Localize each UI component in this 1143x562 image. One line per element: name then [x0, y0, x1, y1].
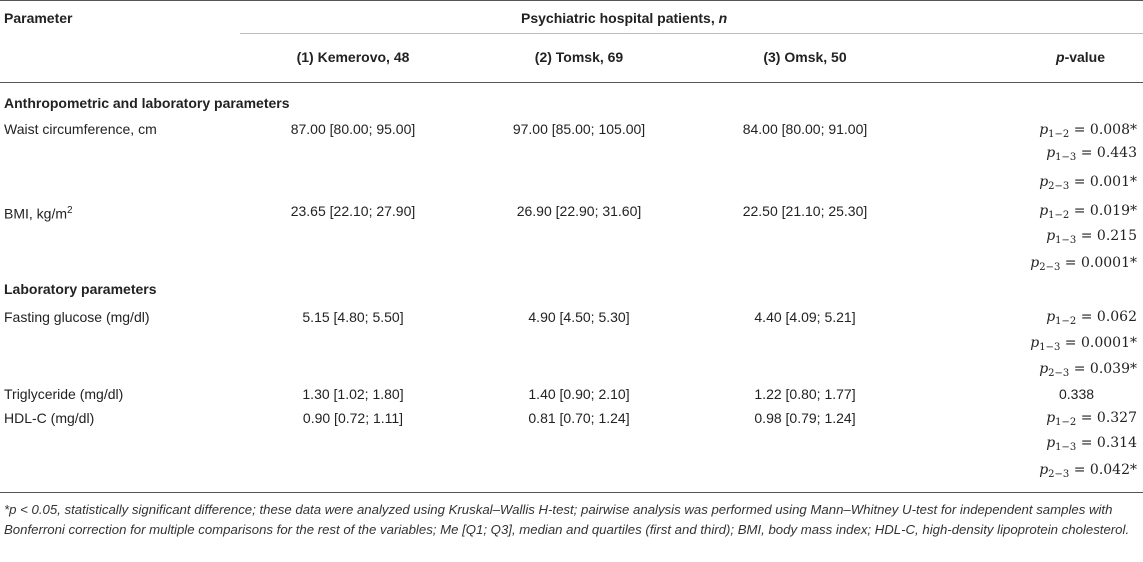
cell-waist-omsk: 84.00 [80.00; 91.00]: [742, 121, 868, 137]
header-col-tomsk: (2) Tomsk, 69: [534, 49, 624, 65]
cell-tg-kemerovo: 1.30 [1.02; 1.80]: [302, 386, 404, 402]
header-bottom-rule: [0, 82, 1143, 83]
pvalue-hdl-1-2: p1−2 = 0.327: [1046, 410, 1137, 428]
cell-glucose-tomsk: 4.90 [4.50; 5.30]: [528, 309, 630, 325]
row-label-bmi: BMI, kg/m2: [4, 205, 73, 222]
section-laboratory: Laboratory parameters: [4, 281, 157, 297]
pvalue-triglyceride: 0.338: [1059, 386, 1095, 402]
cell-bmi-omsk: 22.50 [21.10; 25.30]: [742, 203, 868, 219]
cell-tg-omsk: 1.22 [0.80; 1.77]: [754, 386, 856, 402]
pvalue-waist-1-2: p1−2 = 0.008*: [1039, 122, 1137, 140]
pvalue-waist-2-3: p2−3 = 0.001*: [1039, 174, 1137, 192]
pvalue-waist-1-3: p1−3 = 0.443: [1046, 145, 1137, 163]
section-anthropometric: Anthropometric and laboratory parameters: [4, 95, 290, 111]
cell-hdl-tomsk: 0.81 [0.70; 1.24]: [528, 410, 630, 426]
row-label-triglyceride: Triglyceride (mg/dl): [4, 386, 124, 402]
cell-tg-tomsk: 1.40 [0.90; 2.10]: [528, 386, 630, 402]
cell-hdl-omsk: 0.98 [0.79; 1.24]: [754, 410, 856, 426]
table-footnote: *p < 0.05, statistically significant dif…: [4, 502, 1130, 537]
pvalue-bmi-1-3: p1−3 = 0.215: [1046, 228, 1137, 246]
table-bottom-rule: [0, 492, 1143, 493]
table-top-rule: [0, 0, 1143, 1]
pvalue-bmi-1-2: p1−2 = 0.019*: [1039, 203, 1137, 221]
cell-waist-tomsk: 97.00 [85.00; 105.00]: [512, 121, 646, 137]
cell-waist-kemerovo: 87.00 [80.00; 95.00]: [290, 121, 416, 137]
pvalue-glucose-2-3: p2−3 = 0.039*: [1039, 361, 1137, 379]
header-col-pvalue: p-value: [1056, 49, 1106, 65]
cell-bmi-kemerovo: 23.65 [22.10; 27.90]: [290, 203, 416, 219]
cell-glucose-kemerovo: 5.15 [4.80; 5.50]: [302, 309, 404, 325]
header-col-kemerovo: (1) Kemerovo, 48: [296, 49, 410, 65]
cell-bmi-tomsk: 26.90 [22.90; 31.60]: [516, 203, 642, 219]
header-col-omsk: (3) Omsk, 50: [763, 49, 847, 65]
cell-glucose-omsk: 4.40 [4.09; 5.21]: [754, 309, 856, 325]
header-parameter: Parameter: [4, 10, 73, 26]
row-label-hdl: HDL-C (mg/dl): [4, 410, 95, 426]
row-label-glucose: Fasting glucose (mg/dl): [4, 309, 150, 325]
pvalue-hdl-2-3: p2−3 = 0.042*: [1039, 462, 1137, 480]
pvalue-bmi-2-3: p2−3 = 0.0001*: [1030, 255, 1137, 273]
header-group-title: Psychiatric hospital patients, n: [521, 10, 728, 26]
cell-hdl-kemerovo: 0.90 [0.72; 1.11]: [302, 410, 404, 426]
row-label-waist: Waist circumference, cm: [4, 121, 157, 137]
pvalue-hdl-1-3: p1−3 = 0.314: [1046, 435, 1137, 453]
pvalue-glucose-1-3: p1−3 = 0.0001*: [1030, 335, 1137, 353]
pvalue-glucose-1-2: p1−2 = 0.062: [1046, 309, 1137, 327]
group-underline: [240, 33, 1143, 34]
